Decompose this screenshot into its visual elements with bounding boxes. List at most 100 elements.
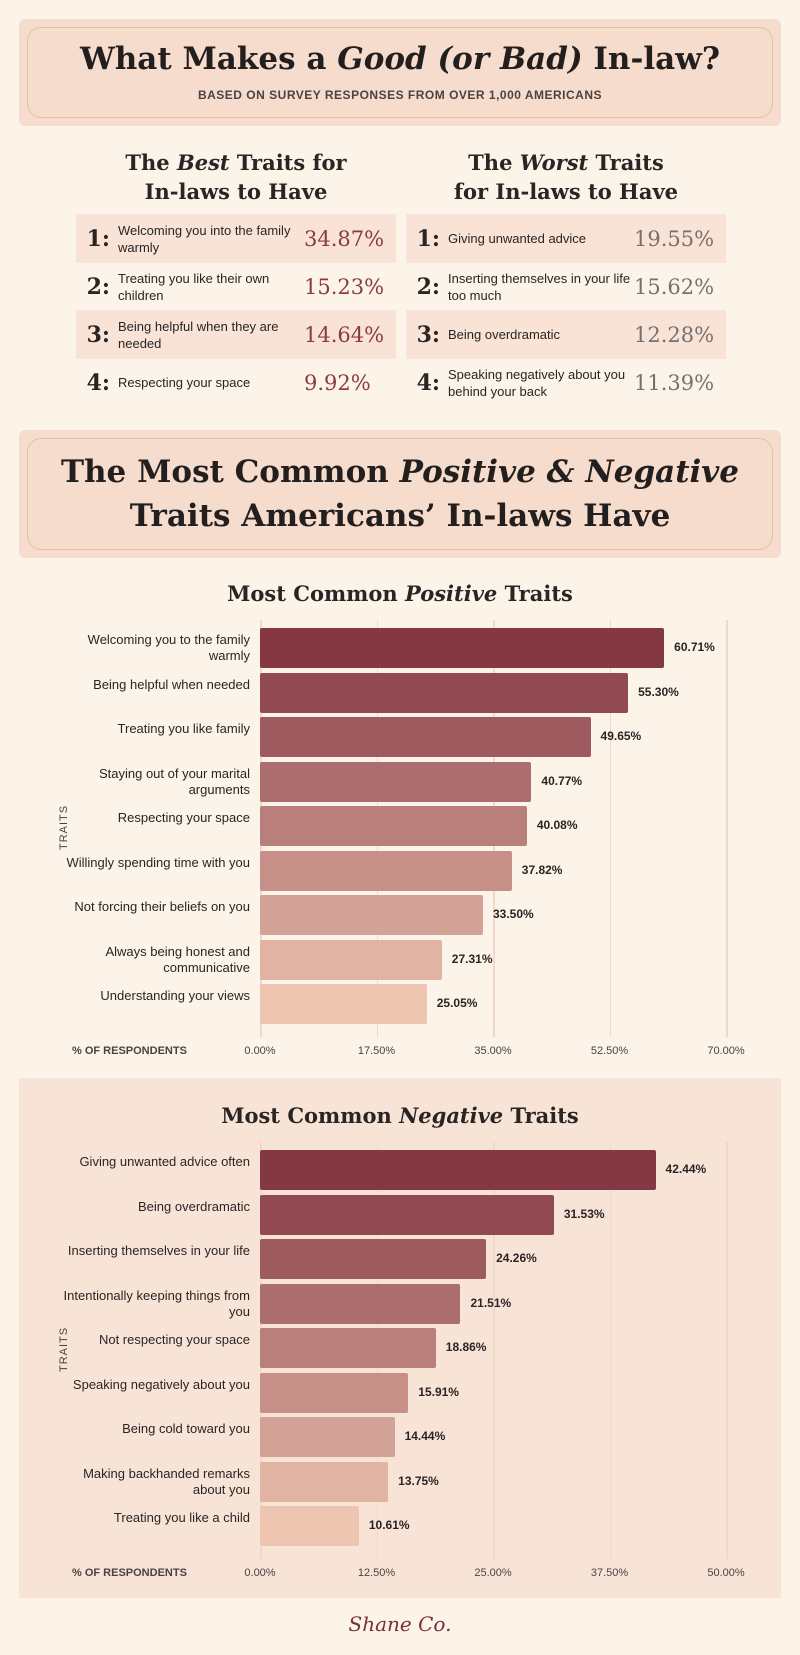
bar <box>260 1461 389 1502</box>
category-label: Treating you like a child <box>113 1510 250 1525</box>
best-trait-row: 3: Being helpful when they are needed 14.6… <box>76 310 396 359</box>
category-label: Always being honest and communicative <box>105 943 250 975</box>
bar-value-label: 37.82% <box>521 862 563 877</box>
best-trait-row: 4: Respecting your space 9.92% <box>76 358 396 407</box>
category-label: Not forcing their beliefs on you <box>74 899 250 914</box>
bar-value-label: 49.65% <box>600 729 642 743</box>
page-title: What Makes a Good (or Bad) In-law? <box>79 41 721 77</box>
rank-number: 1: <box>86 225 110 252</box>
bar-value-label: 31.53% <box>563 1206 605 1221</box>
trait-text: Welcoming you into the family warmly <box>118 222 291 255</box>
bar-value-label: 55.30% <box>638 684 679 699</box>
rank-number: 2: <box>416 273 440 300</box>
rank-number: 1: <box>416 225 440 252</box>
category-label: Understanding your views <box>100 988 250 1003</box>
trait-percent: 12.28% <box>634 322 715 347</box>
bar <box>260 1239 487 1279</box>
category-label: Being helpful when needed <box>93 676 250 692</box>
category-label: Willingly spending time with you <box>66 854 250 870</box>
category-label: Intentionally keeping things from you <box>63 1287 250 1319</box>
category-label: Treating you like family <box>117 721 250 736</box>
bar <box>260 806 527 846</box>
worst-trait-row: 4: Speaking negatively about you behind y… <box>406 358 726 407</box>
bar-value-label: 13.75% <box>398 1473 439 1488</box>
bar-value-label: 14.44% <box>404 1429 446 1443</box>
rank-number: 4: <box>416 369 440 396</box>
bar <box>260 1506 359 1546</box>
bar <box>260 1194 554 1235</box>
trait-text: Giving unwanted advice <box>448 231 587 246</box>
trait-text: Speaking negatively about you behind you… <box>448 366 626 399</box>
best-heading: The Best Traits for In-laws to Have <box>125 150 347 204</box>
worst-trait-row: 3: Being overdramatic 12.28% <box>406 310 726 359</box>
trait-text: Being helpful when they are needed <box>118 318 279 351</box>
title-banner: What Makes a Good (or Bad) In-law? BASED… <box>19 19 781 126</box>
bar-value-label: 40.08% <box>536 818 578 832</box>
bar <box>260 717 591 757</box>
bar-value-label: 33.50% <box>493 907 534 921</box>
worst-heading: The Worst Traits for In-laws to Have <box>453 150 679 204</box>
best-trait-row: 1: Welcoming you into the family warmly 34… <box>76 214 396 263</box>
category-label: Not respecting your space <box>98 1332 250 1347</box>
x-tick-label: 50.00% <box>707 1566 745 1579</box>
bar <box>260 1328 436 1368</box>
bar-value-label: 21.51% <box>470 1295 512 1310</box>
category-label: Inserting themselves in your life <box>67 1243 250 1258</box>
rank-number: 3: <box>86 321 110 348</box>
rank-number: 4: <box>86 369 110 396</box>
x-tick-label: 0.00% <box>244 1044 276 1057</box>
bar <box>260 1150 656 1190</box>
x-tick-label: 37.50% <box>590 1566 629 1579</box>
rank-number: 3: <box>416 321 440 348</box>
rank-number: 2: <box>86 273 110 300</box>
gridline <box>726 1142 728 1559</box>
gridline <box>609 1142 611 1559</box>
trait-text: Treating you like their own children <box>118 270 270 303</box>
bar <box>260 761 532 802</box>
x-tick-label: 35.00% <box>474 1044 512 1057</box>
x-tick-label: 70.00% <box>707 1044 745 1057</box>
bar <box>260 895 483 935</box>
x-tick-label: 12.50% <box>357 1566 396 1579</box>
category-label: Giving unwanted advice often <box>79 1154 250 1169</box>
section-title: The Most Common Positive & Negative Trait… <box>60 454 740 534</box>
section-banner: The Most Common Positive & Negative Trait… <box>19 430 781 558</box>
category-label: Staying out of your marital arguments <box>98 765 250 797</box>
x-tick-label: 0.00% <box>244 1566 276 1579</box>
bar-value-label: 15.91% <box>418 1384 459 1399</box>
trait-percent: 14.64% <box>304 322 385 347</box>
worst-trait-row: 1: Giving unwanted advice 19.55% <box>406 214 726 263</box>
category-label: Respecting your space <box>117 810 250 825</box>
bar <box>260 1283 461 1324</box>
x-tick-label: 52.50% <box>590 1044 629 1057</box>
bar-value-label: 40.77% <box>541 773 583 788</box>
category-label: Being cold toward you <box>122 1421 250 1436</box>
trait-percent: 15.62% <box>634 274 715 299</box>
x-axis-label: % OF RESPONDENTS <box>72 1044 187 1057</box>
bar-value-label: 60.71% <box>674 640 715 654</box>
x-tick-label: 17.50% <box>357 1044 396 1057</box>
trait-percent: 11.39% <box>634 370 715 395</box>
best-trait-row: 2: Treating you like their own children 15… <box>76 262 396 311</box>
trait-text: Respecting your space <box>118 375 251 390</box>
bar-value-label: 24.26% <box>496 1251 537 1265</box>
category-label: Making backhanded remarks about you <box>83 1465 250 1497</box>
worst-trait-row: 2: Inserting themselves in your life too … <box>406 262 726 311</box>
x-axis-label: % OF RESPONDENTS <box>72 1566 187 1579</box>
trait-percent: 9.92% <box>304 370 371 395</box>
bar <box>260 984 427 1024</box>
category-label: Welcoming you to the family warmly <box>87 632 250 663</box>
trait-percent: 19.55% <box>634 226 715 251</box>
bar-value-label: 25.05% <box>436 996 478 1010</box>
subtitle: BASED ON SURVEY RESPONSES FROM OVER 1,00… <box>197 88 603 102</box>
bar-value-label: 10.61% <box>368 1518 410 1532</box>
bar-value-label: 42.44% <box>665 1162 707 1176</box>
trait-text: Being overdramatic <box>448 327 560 342</box>
trait-text: Inserting themselves in your life too mu… <box>448 270 631 303</box>
trait-percent: 15.23% <box>304 274 385 299</box>
category-label: Speaking negatively about you <box>72 1376 250 1392</box>
x-tick-label: 25.00% <box>474 1566 512 1579</box>
bar <box>260 672 629 713</box>
chart-title: Most Common Positive Traits <box>227 581 573 606</box>
bar-value-label: 27.31% <box>451 951 493 966</box>
